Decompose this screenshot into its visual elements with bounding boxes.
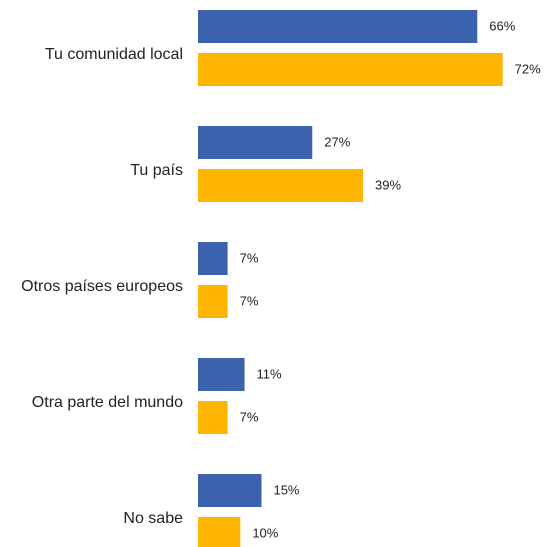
bar [198,126,313,159]
bar [198,358,245,391]
category-label: Tu país [130,162,183,179]
value-label: 27% [324,134,350,149]
bar [198,169,364,202]
bar [198,285,228,318]
value-label: 15% [273,482,299,497]
value-label: 10% [252,525,278,540]
value-label: 7% [240,250,259,265]
value-label: 11% [257,366,282,381]
bar [198,242,228,275]
value-label: 7% [240,293,259,308]
bar [198,10,478,43]
value-label: 66% [489,18,515,33]
category-label: No sabe [123,510,183,527]
category-label: Otra parte del mundo [32,394,183,411]
category-label: Otros países europeos [21,278,183,295]
bar [198,401,228,434]
bar [198,517,241,547]
category-label: Tu comunidad local [45,46,183,63]
value-label: 72% [515,61,541,76]
value-label: 7% [240,409,259,424]
bar [198,474,262,507]
bar [198,53,503,86]
value-label: 39% [375,177,401,192]
